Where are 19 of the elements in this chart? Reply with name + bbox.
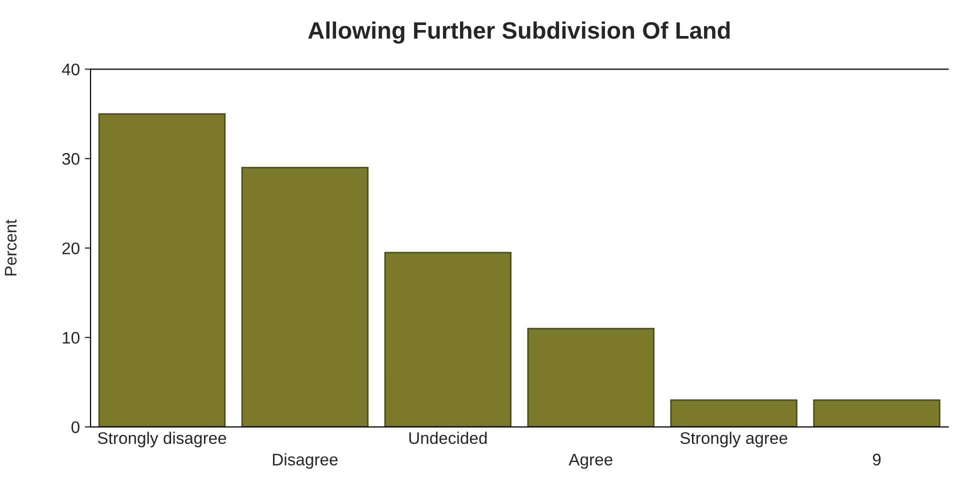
x-tick-label: Strongly agree: [680, 432, 788, 448]
bar: [670, 399, 798, 427]
x-tick-label: 9: [872, 454, 881, 466]
bar: [98, 113, 226, 427]
bar: [527, 328, 654, 427]
y-tick-label: 20: [62, 242, 80, 254]
bar: [241, 166, 369, 427]
y-tick-label: 10: [62, 332, 80, 344]
y-tick-label: 0: [72, 421, 80, 434]
chart-title: Allowing Further Subdivision Of Land: [308, 22, 730, 44]
y-axis-title: Percent: [4, 219, 17, 276]
bar: [384, 252, 512, 427]
bar: [813, 399, 940, 427]
x-tick-label: Strongly disagree: [98, 432, 226, 448]
x-tick-label: Agree: [568, 454, 612, 469]
y-tick-label: 40: [62, 64, 80, 76]
x-tick-label: Undecided: [409, 432, 487, 444]
x-tick-label: Disagree: [272, 453, 338, 469]
y-tick-label: 30: [62, 153, 80, 165]
